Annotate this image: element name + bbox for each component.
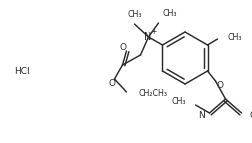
Text: CH₃: CH₃ xyxy=(228,32,242,41)
Text: N: N xyxy=(144,32,151,42)
Text: HCl: HCl xyxy=(14,67,30,77)
Text: O⁻: O⁻ xyxy=(249,112,252,121)
Text: CH₃: CH₃ xyxy=(171,98,185,107)
Text: O: O xyxy=(216,81,223,90)
Text: N: N xyxy=(198,111,205,120)
Text: CH₃: CH₃ xyxy=(127,10,142,19)
Text: O: O xyxy=(120,42,127,51)
Text: CH₂CH₃: CH₂CH₃ xyxy=(139,90,168,99)
Text: CH₃: CH₃ xyxy=(163,9,177,18)
Text: +: + xyxy=(150,27,157,36)
Text: O: O xyxy=(109,80,116,89)
